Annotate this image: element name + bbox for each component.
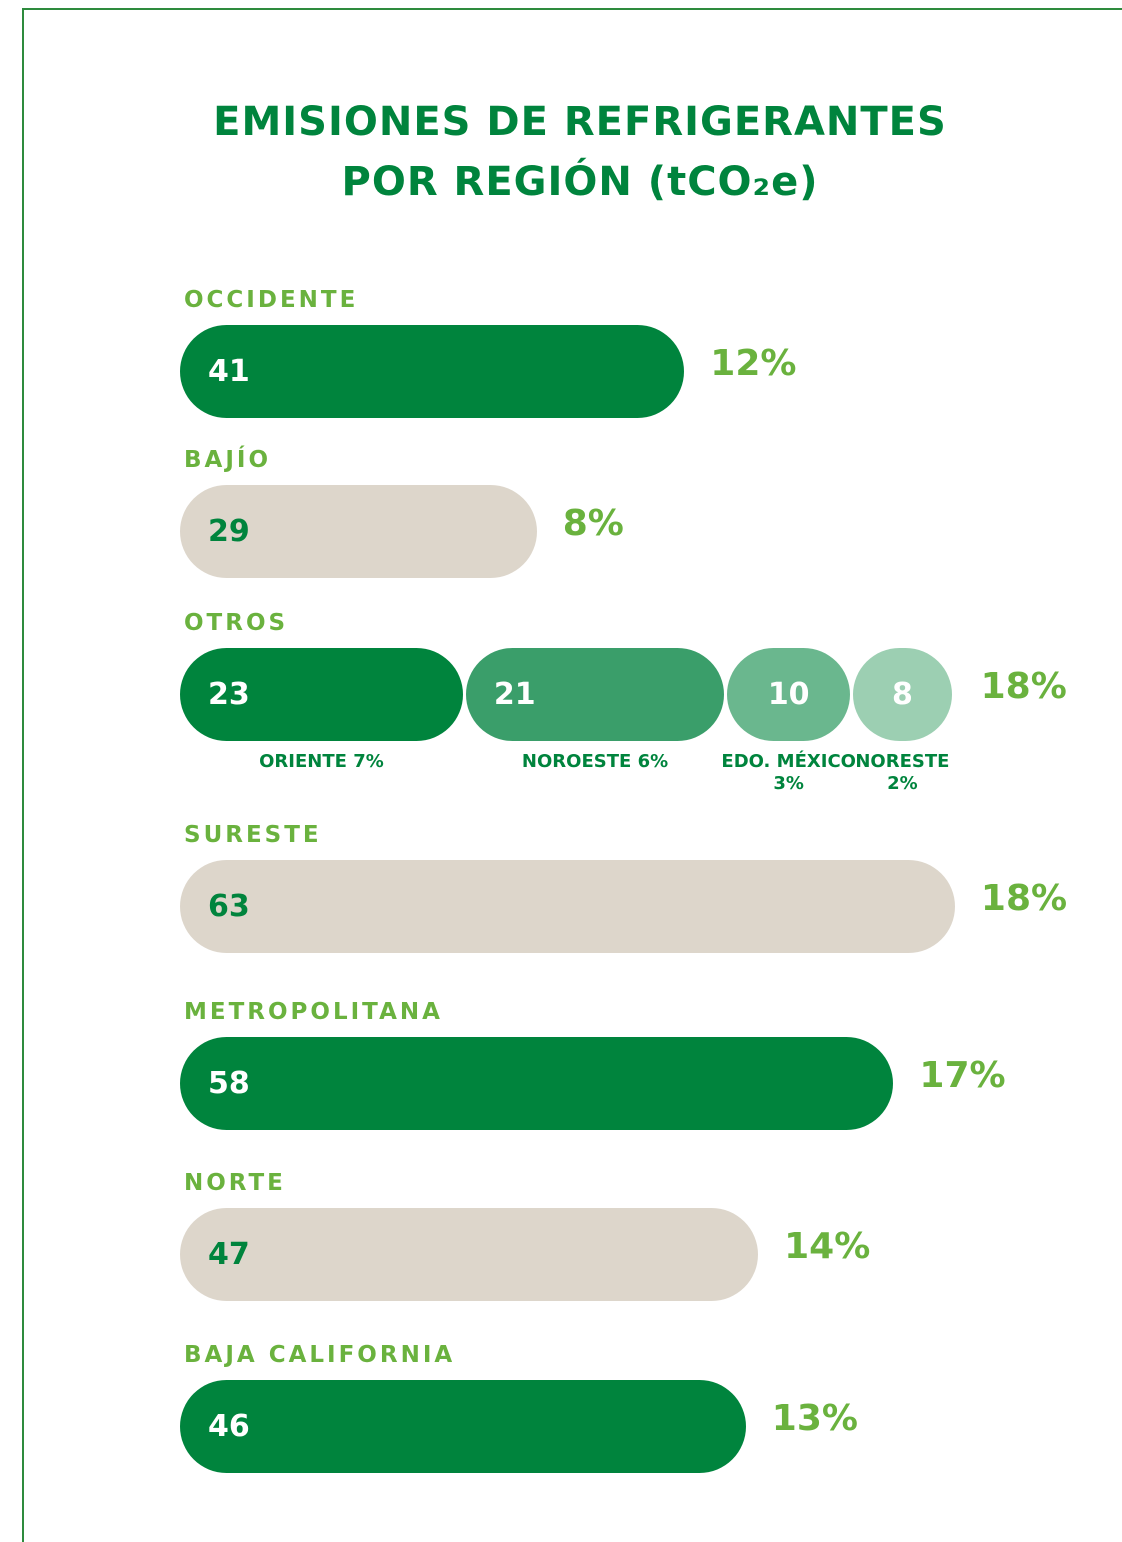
share-label: 18% — [980, 878, 1068, 919]
segment-name: ORIENTE — [259, 751, 347, 772]
frame — [22, 8, 1122, 1542]
segment-label: NORESTE 2% — [843, 751, 961, 795]
share-label: 18% — [980, 666, 1067, 707]
value-label: 47 — [208, 1237, 250, 1272]
segment-share: 3% — [773, 773, 804, 794]
value-label: 46 — [208, 1409, 250, 1444]
segment-share: 2% — [887, 773, 918, 794]
value-label: 58 — [208, 1066, 250, 1101]
segment-name: NORESTE — [855, 751, 950, 772]
segment-label: ORIENTE 7% — [170, 751, 473, 773]
share-label: 14% — [784, 1226, 871, 1267]
value-label: 10 — [767, 677, 810, 712]
bar-segment — [853, 648, 952, 741]
value-label: 29 — [208, 514, 250, 549]
category-label: BAJA CALIFORNIA — [184, 1342, 456, 1368]
segment-name: EDO. MÉXICO — [721, 751, 856, 772]
share-label: 8% — [562, 503, 624, 544]
value-label: 8 — [891, 677, 913, 712]
category-label: BAJÍO — [184, 447, 271, 473]
category-label: OCCIDENTE — [184, 287, 359, 313]
category-label: OTROS — [184, 610, 289, 636]
segment-label: NOROESTE 6% — [456, 751, 734, 773]
bar — [180, 1208, 759, 1301]
value-label: 63 — [208, 889, 250, 924]
chart-title: EMISIONES DE REFRIGERANTES POR REGIÓN (t… — [213, 99, 947, 205]
bar — [180, 1037, 894, 1130]
segment-name: NOROESTE — [521, 751, 632, 772]
segment-share: 6% — [637, 751, 669, 772]
share-label: 13% — [771, 1398, 858, 1439]
value-label: 23 — [208, 677, 250, 712]
bar — [180, 325, 685, 418]
bar — [180, 1380, 746, 1473]
category-label: SURESTE — [184, 822, 322, 848]
bar-segment — [465, 648, 725, 741]
category-label: METROPOLITANA — [184, 999, 443, 1025]
value-label: 41 — [208, 354, 250, 389]
bar-segment — [727, 648, 851, 741]
segment-share: 7% — [353, 751, 384, 772]
category-label: NORTE — [184, 1170, 286, 1196]
share-label: 17% — [919, 1055, 1006, 1096]
share-label: 12% — [710, 343, 797, 384]
segment-label: EDO. MÉXICO 3% — [717, 751, 860, 795]
bar — [180, 485, 537, 578]
bar — [180, 860, 955, 953]
value-label: 21 — [493, 677, 536, 712]
bar-segment — [180, 648, 463, 741]
